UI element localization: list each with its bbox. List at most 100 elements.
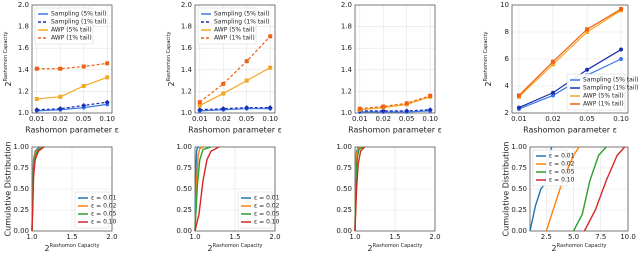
- y-tick-label: 0.00: [13, 227, 29, 235]
- plot-frame: [31, 4, 113, 114]
- y-tick-label: 2.0: [181, 1, 192, 9]
- marker: [34, 107, 40, 113]
- x-tick-label: 0.02: [215, 115, 231, 123]
- x-tick-label: 0.01: [192, 115, 208, 123]
- series-line: [572, 146, 607, 232]
- legend-label: ε = 0.02: [549, 161, 575, 168]
- y-tick-label: 1.4: [341, 66, 353, 74]
- legend-label: AWP (1% tail): [214, 35, 255, 42]
- legend-label: ε = 0.01: [91, 195, 117, 202]
- x-tick-label: 2.5: [541, 233, 552, 241]
- series-line: [354, 146, 364, 232]
- marker: [34, 66, 39, 71]
- y-tick-label: 1.8: [18, 23, 29, 31]
- marker: [550, 90, 555, 95]
- x-tick-label: 0.05: [399, 115, 415, 123]
- label-sup: Rashomon Capacity: [483, 32, 489, 82]
- y-tick-label: 1.0: [18, 109, 29, 117]
- series-line: [31, 146, 45, 232]
- plot-frame: [511, 4, 629, 114]
- label-sup: Rashomon Capacity: [557, 243, 607, 249]
- x-axis-label: Rashomon parameter ε: [523, 126, 617, 135]
- label-sup: Rashomon Capacity: [166, 32, 172, 82]
- legend-label: AWP (1% tail): [51, 35, 92, 42]
- marker: [427, 107, 433, 113]
- y-axis-label: 2Rashomon Capacity: [166, 32, 176, 87]
- label-base: 2: [45, 244, 50, 253]
- marker: [220, 106, 226, 112]
- marker: [404, 101, 409, 106]
- y-tick-label: 0.25: [511, 206, 527, 214]
- y-tick-label: 1.4: [18, 66, 30, 74]
- marker: [550, 62, 555, 67]
- series-line: [583, 146, 626, 232]
- y-tick-label: 1.0: [181, 109, 192, 117]
- legend-label: ε = 0.02: [254, 203, 280, 210]
- y-tick-label: 10: [500, 1, 509, 9]
- y-tick-label: 0.50: [511, 185, 527, 193]
- legend-label: ε = 0.02: [91, 203, 117, 210]
- x-tick-label: 1.0: [26, 233, 37, 241]
- y-tick-label: 1.2: [18, 87, 29, 95]
- series-line: [518, 9, 622, 98]
- marker: [105, 75, 110, 80]
- y-tick-label: 1.00: [511, 143, 527, 151]
- legend-label: AWP (5% tail): [51, 27, 92, 34]
- series-line: [359, 95, 431, 110]
- x-tick-label: 0.05: [239, 115, 255, 123]
- x-tick-label: 0.05: [579, 115, 595, 123]
- series-line: [518, 8, 622, 96]
- y-tick-label: 0.75: [336, 164, 352, 172]
- x-tick-label: 2.0: [269, 233, 280, 241]
- legend-label: Sampling (5% tail): [583, 77, 638, 84]
- label-sup: Rashomon Capacity: [373, 243, 423, 249]
- y-tick-label: 1.0: [341, 109, 352, 117]
- plot-frame: [354, 4, 436, 114]
- marker: [268, 65, 273, 70]
- marker: [550, 59, 555, 64]
- x-axis-label: 2Rashomon Capacity: [208, 243, 263, 253]
- y-tick-label: 1.2: [341, 87, 352, 95]
- x-tick-label: 5.0: [568, 233, 579, 241]
- y-tick-label: 6: [505, 55, 510, 63]
- label-base: 2: [4, 81, 13, 86]
- x-axis-label: Rashomon parameter ε: [348, 126, 442, 135]
- y-tick-label: 0.00: [511, 227, 527, 235]
- marker: [244, 105, 250, 111]
- series-line: [359, 96, 431, 111]
- series-line: [194, 146, 200, 232]
- marker: [516, 105, 521, 110]
- series-line: [36, 76, 108, 100]
- label-sup: Rashomon Capacity: [3, 32, 9, 82]
- x-tick-label: 0.01: [29, 115, 45, 123]
- x-tick-label: 2.0: [106, 233, 117, 241]
- x-axis-label: 2Rashomon Capacity: [552, 243, 607, 253]
- x-axis-label: Rashomon parameter ε: [25, 126, 119, 135]
- y-tick-label: 1.00: [13, 143, 29, 151]
- marker: [58, 94, 63, 99]
- y-tick-label: 1.8: [341, 23, 352, 31]
- y-tick-label: 2: [505, 109, 509, 117]
- y-tick-label: 0.75: [176, 164, 192, 172]
- label-base: 2: [167, 81, 176, 86]
- marker: [619, 7, 624, 12]
- y-tick-label: 0.25: [13, 206, 29, 214]
- series-line: [199, 67, 271, 106]
- series-line: [36, 62, 108, 70]
- x-tick-label: 1.5: [389, 233, 400, 241]
- series-line: [194, 146, 220, 232]
- y-tick-label: 1.8: [181, 23, 192, 31]
- x-tick-label: 0.02: [52, 115, 68, 123]
- legend-label: ε = 0.10: [91, 219, 117, 226]
- marker: [404, 108, 410, 114]
- label-sup: Rashomon Capacity: [50, 243, 100, 249]
- x-tick-label: 0.10: [613, 115, 629, 123]
- marker: [105, 61, 110, 66]
- marker: [585, 67, 590, 72]
- series-line: [354, 146, 366, 232]
- marker: [81, 64, 86, 69]
- legend-label: Sampling (5% tail): [51, 11, 106, 18]
- marker: [357, 106, 362, 111]
- series-line: [359, 110, 431, 113]
